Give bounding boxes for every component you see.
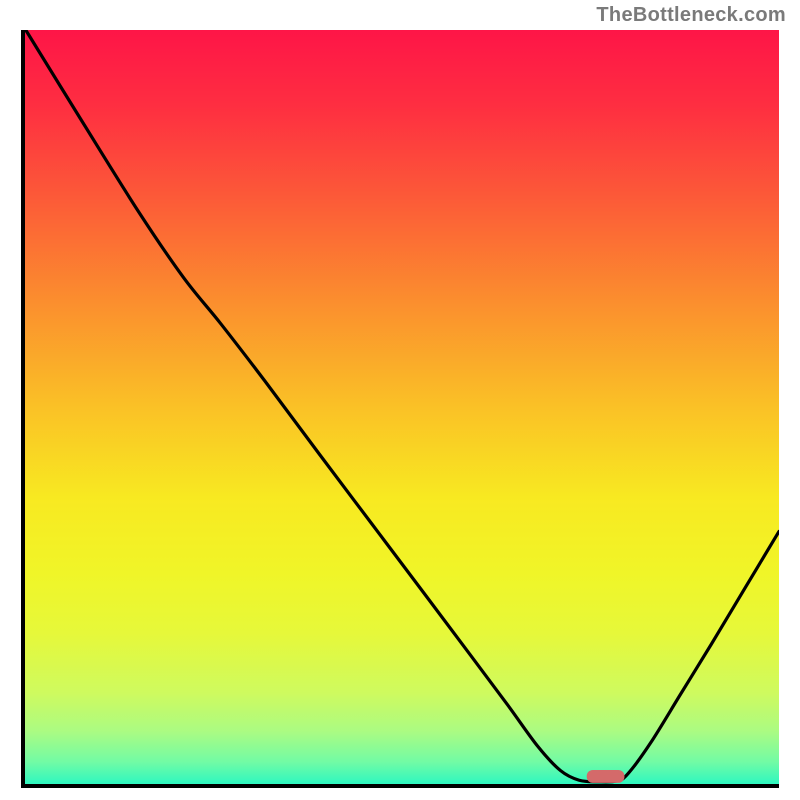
chart-container: TheBottleneck.com [0,0,800,800]
marker-pill [587,770,625,783]
plot-svg [21,30,779,788]
watermark-text: TheBottleneck.com [596,4,786,27]
plot-area [21,30,779,788]
gradient-background [25,30,779,784]
